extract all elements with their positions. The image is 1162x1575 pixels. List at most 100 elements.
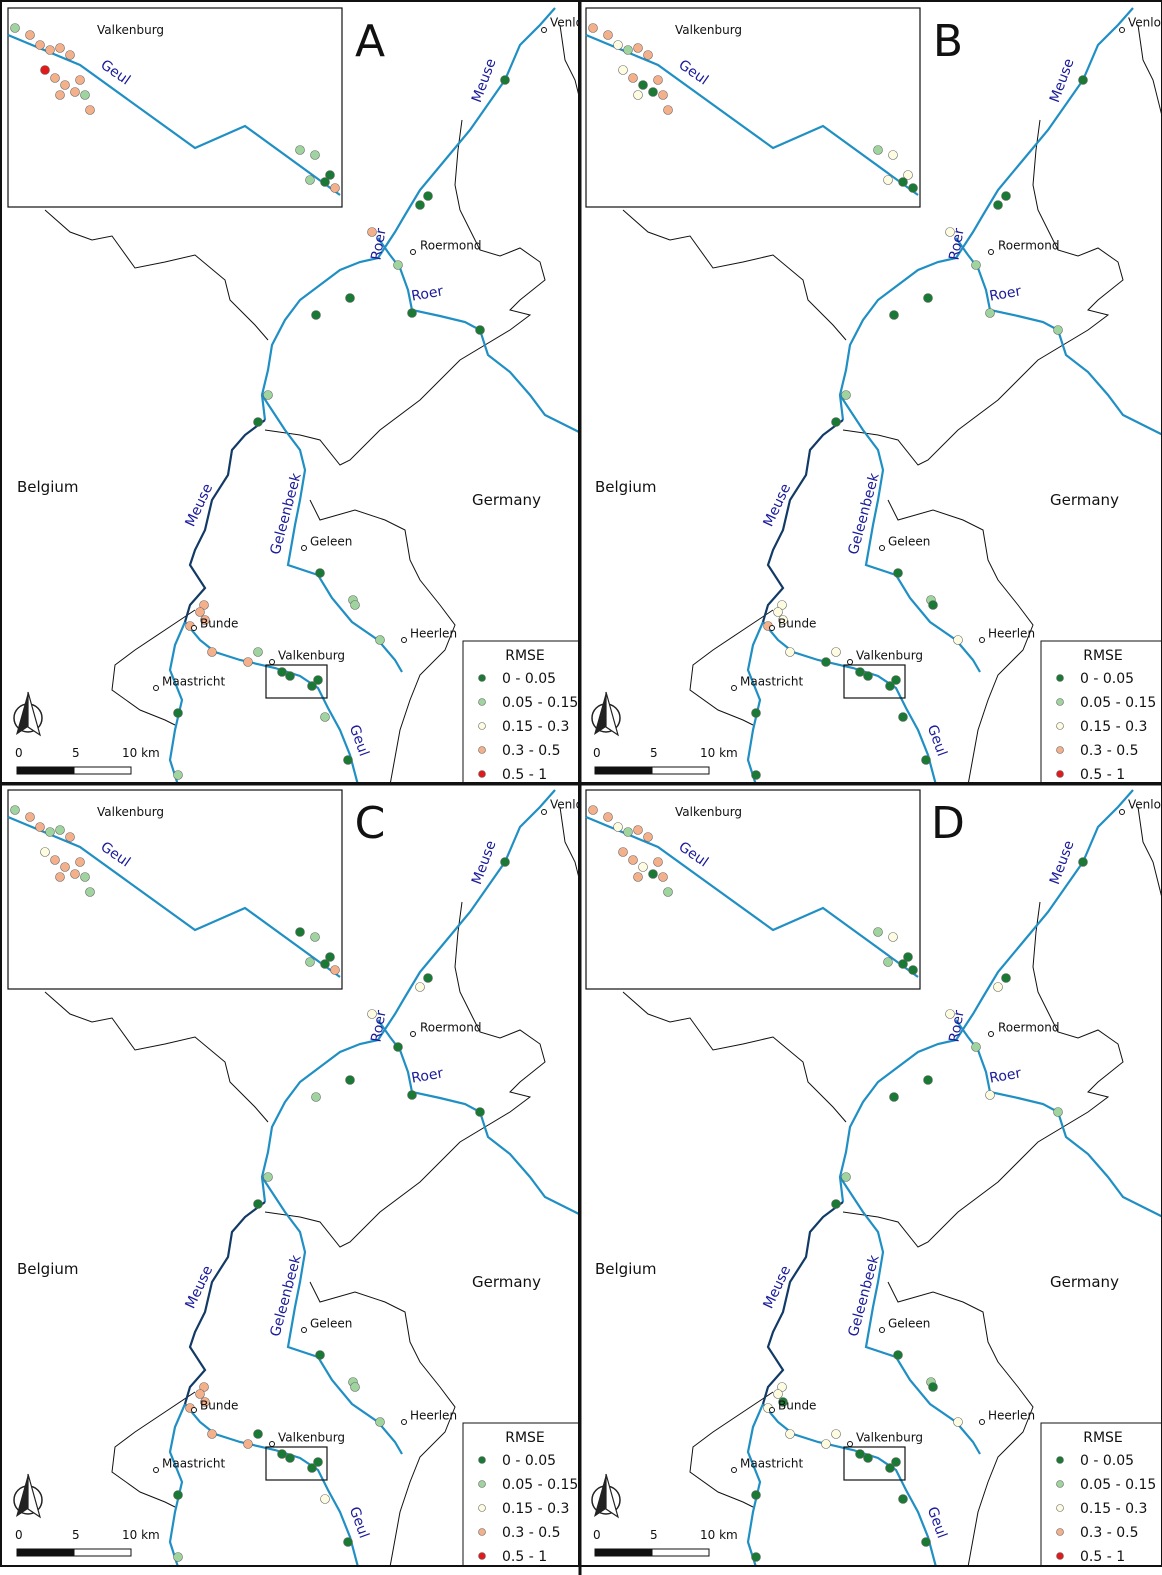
station-point [903,952,913,962]
scale-label: 5 [650,1528,658,1542]
station-point [407,308,417,318]
station-point [35,822,45,832]
station-point [45,45,55,55]
station-point [613,40,623,50]
station-point [50,73,60,83]
place-marker [541,27,547,33]
station-point [55,825,65,835]
station-point [35,40,45,50]
station-point [243,657,253,667]
river [838,789,1134,1203]
inset-frame [585,7,921,208]
legend-label: 0.5 - 1 [502,1549,547,1565]
place-marker [769,625,775,631]
station-point [25,812,35,822]
scale-label: 0 [593,1528,601,1542]
station-point [325,170,335,180]
place-label: Valkenburg [278,1431,345,1445]
river [955,237,1162,436]
border-line [887,1281,1034,1567]
border-line [622,209,847,341]
station-point [75,75,85,85]
border-line [1137,806,1162,901]
station-point [315,568,325,578]
inset-place-label: Valkenburg [675,805,742,819]
legend-label: 0 - 0.05 [502,671,556,687]
station-point [928,600,938,610]
station-point [1078,857,1088,867]
station-point [173,770,183,780]
place-marker [401,1419,407,1425]
station-point [285,1453,295,1463]
place-marker [269,1441,275,1447]
station-point [310,150,320,160]
station-point [663,105,673,115]
place-label: Roermond [998,239,1060,253]
border-line [689,609,774,726]
station-point [263,1172,273,1182]
place-label: Maastricht [740,1457,803,1471]
station-point [898,177,908,187]
river [168,1403,187,1567]
station-point [891,1457,901,1467]
station-point [773,607,783,617]
border-line [264,119,546,466]
station-point [945,227,955,237]
legend-swatch [478,698,486,706]
station-point [330,965,340,975]
river-label: Roer [946,1009,967,1044]
place-label: Geleen [888,535,930,549]
station-point [898,959,908,969]
inset-extent [265,664,328,699]
station-point [993,200,1003,210]
station-point [633,825,643,835]
map-panel: Venlo Roermond Geleen Heerlen Bunde Valkenbur… [578,0,1162,785]
scale-label: 5 [650,746,658,760]
station-point [985,1090,995,1100]
border-line [44,991,269,1123]
inset-extent [843,1446,906,1481]
country-label: Germany [1050,491,1119,509]
border-line [842,119,1124,466]
legend-swatch [1056,722,1064,730]
station-point [873,145,883,155]
station-point [653,75,663,85]
station-point [85,105,95,115]
place-label: Roermond [420,239,482,253]
country-label: Germany [472,1273,541,1291]
place-label: Venlo [1128,16,1161,30]
station-point [313,675,323,685]
legend-label: 0.3 - 0.5 [1080,1525,1138,1541]
legend-swatch [478,1552,486,1560]
legend-swatch [1056,746,1064,754]
station-point [350,600,360,610]
station-point [831,1429,841,1439]
legend-box [1040,1422,1162,1567]
station-point [285,671,295,681]
station-point [885,1463,895,1473]
station-point [628,73,638,83]
place-marker [847,659,853,665]
station-point [831,647,841,657]
scale-bar [16,766,75,775]
legend-swatch [478,722,486,730]
country-label: Germany [472,491,541,509]
station-point [393,1042,403,1052]
station-point [889,310,899,320]
station-point [633,90,643,100]
station-point [320,712,330,722]
place-marker [979,637,985,643]
legend-label: 0.05 - 0.15 [502,695,578,711]
station-point [1053,1107,1063,1117]
place-label: Maastricht [162,1457,225,1471]
legend-label: 0.15 - 0.3 [1080,1501,1147,1517]
panel-label: A [355,16,385,67]
station-point [883,175,893,185]
place-marker [269,659,275,665]
scale-bar [651,1548,710,1557]
inset-place-label: Valkenburg [675,23,742,37]
station-point [243,1439,253,1449]
place-marker [153,1467,159,1473]
station-point [855,1449,865,1459]
station-point [10,805,20,815]
